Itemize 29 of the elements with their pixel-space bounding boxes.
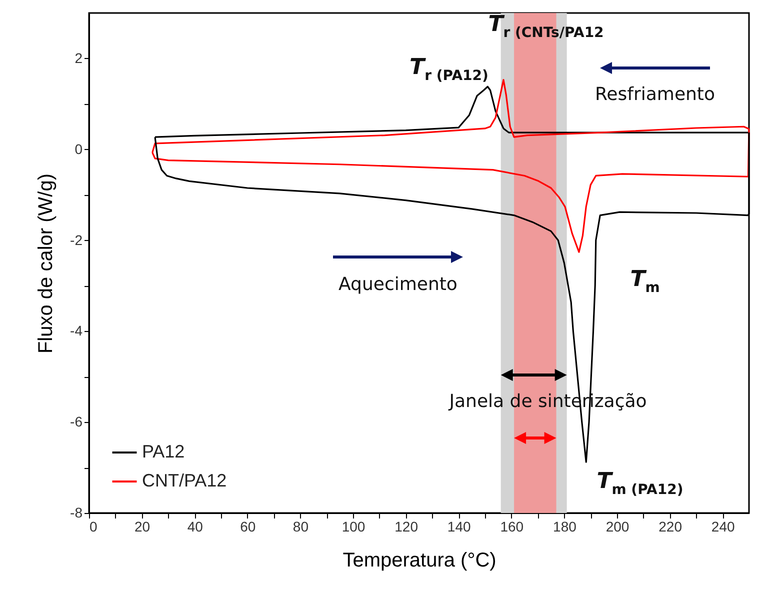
legend-label: PA12 bbox=[142, 442, 185, 462]
y-tick-label: -4 bbox=[70, 322, 83, 339]
x-tick-label: 180 bbox=[553, 518, 577, 534]
x-tick-label: 80 bbox=[292, 518, 309, 534]
y-tick-label: 0 bbox=[74, 140, 83, 157]
legend-label: CNT/PA12 bbox=[142, 470, 227, 490]
annotation: T$_{r (CNTs/PA12}$ bbox=[488, 12, 604, 41]
y-tick-label: -2 bbox=[70, 232, 83, 248]
y-tick-label: -6 bbox=[70, 414, 83, 430]
x-tick-label: 120 bbox=[394, 518, 418, 534]
annotation: T$_{m (PA12)}$ bbox=[596, 469, 684, 498]
x-tick-label: 140 bbox=[447, 518, 471, 534]
x-tick-label: 60 bbox=[240, 518, 256, 534]
y-tick-label: -8 bbox=[70, 504, 83, 520]
x-tick-label: 0 bbox=[90, 518, 98, 534]
x-tick-label: 240 bbox=[711, 518, 735, 534]
x-tick-label: 20 bbox=[134, 518, 150, 534]
annotation: T$_{r (PA12)}$ bbox=[410, 55, 488, 84]
y-axis-title: Fluxo de calor (W/g) bbox=[35, 173, 58, 354]
y-tick-label: 2 bbox=[74, 50, 83, 66]
annotation: T$_{m}$ bbox=[630, 267, 660, 296]
x-tick-label: 40 bbox=[187, 518, 204, 534]
x-tick-label: 100 bbox=[342, 518, 366, 534]
x-axis-title: Temperatura (°C) bbox=[342, 550, 496, 572]
annotation: Resfriamento bbox=[594, 84, 716, 105]
x-tick-label: 220 bbox=[658, 518, 682, 534]
x-tick-label: 200 bbox=[606, 518, 630, 534]
annotation: Aquecimento bbox=[338, 274, 458, 295]
x-tick-label: 160 bbox=[500, 518, 524, 534]
